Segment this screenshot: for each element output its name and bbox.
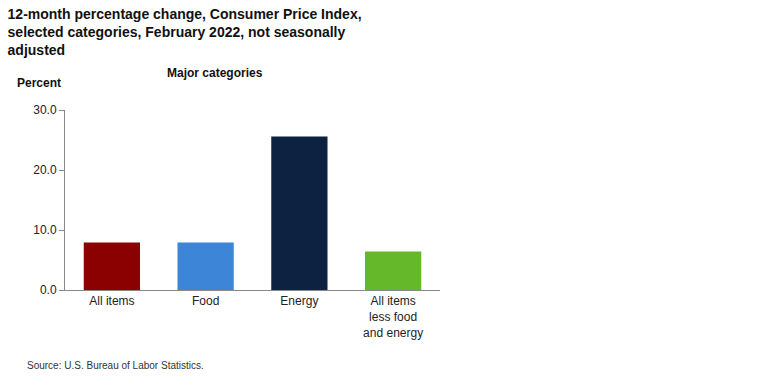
svg-text:All items: All items xyxy=(89,294,134,308)
svg-text:12-month percentage change, Co: 12-month percentage change, Consumer Pri… xyxy=(8,6,362,58)
svg-text:Major categories: Major categories xyxy=(167,66,263,80)
svg-text:0.0: 0.0 xyxy=(40,283,57,297)
svg-text:Food: Food xyxy=(192,294,219,308)
svg-text:30.0: 30.0 xyxy=(33,103,57,117)
svg-text:Source: U.S. Bureau of Labor S: Source: U.S. Bureau of Labor Statistics. xyxy=(27,360,204,371)
svg-text:Energy: Energy xyxy=(280,294,318,308)
svg-text:All itemsless foodand energy: All itemsless foodand energy xyxy=(363,294,423,339)
svg-text:Percent: Percent xyxy=(17,76,61,90)
svg-text:10.0: 10.0 xyxy=(33,223,57,237)
svg-text:20.0: 20.0 xyxy=(33,163,57,177)
